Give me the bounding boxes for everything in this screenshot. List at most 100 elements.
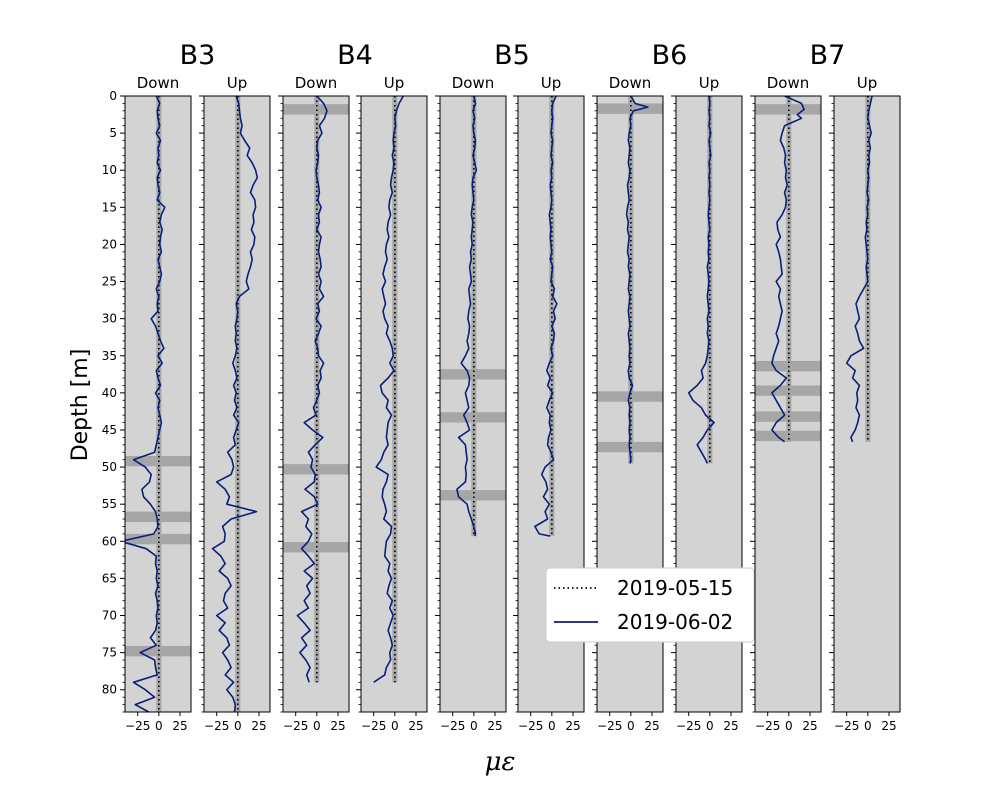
y-tick-label-7: 35	[102, 349, 117, 363]
strain-line-b5-down	[456, 96, 478, 537]
strain-line-b3-up	[211, 96, 259, 712]
x-tick-label-b4-up-1: 0	[391, 719, 399, 733]
panel-subtitle-b3-down: Down	[137, 74, 180, 92]
x-tick-label-b5-down-1: 0	[470, 719, 478, 733]
x-tick-label-b7-down-2: 25	[802, 719, 817, 733]
panel-subtitle-b6-up: Up	[699, 74, 720, 92]
strain-line-b6-up	[687, 96, 715, 464]
borehole-title-b3: B3	[180, 40, 216, 71]
borehole-title-b7: B7	[810, 40, 846, 71]
y-tick-label-16: 80	[102, 683, 117, 697]
y-tick-label-9: 45	[102, 423, 117, 437]
x-tick-label-b3-down-2: 25	[172, 719, 187, 733]
reference-band-b6-up	[707, 96, 713, 464]
panel-frame-b3-down	[124, 95, 192, 713]
y-tick-label-2: 10	[102, 163, 117, 177]
x-tick-label-b4-up-2: 25	[408, 719, 423, 733]
x-tick-label-b7-up-0: −25	[834, 719, 859, 733]
borehole-title-b5: B5	[494, 40, 530, 71]
reference-band-b7-down	[786, 96, 792, 442]
x-tick-label-b3-up-0: −25	[204, 719, 229, 733]
strain-line-b3-down	[125, 96, 166, 712]
reference-band-b6-down	[628, 96, 634, 464]
panel-subtitle-b7-up: Up	[857, 74, 878, 92]
x-tick-label-b3-up-2: 25	[251, 719, 266, 733]
reference-band-b5-down	[471, 96, 477, 537]
x-tick-label-b6-down-0: −25	[597, 719, 622, 733]
y-tick-label-0: 0	[109, 89, 117, 103]
x-tick-label-b6-up-2: 25	[723, 719, 738, 733]
y-tick-label-14: 70	[102, 609, 117, 623]
x-tick-label-b6-down-2: 25	[644, 719, 659, 733]
x-tick-label-b4-down-1: 0	[313, 719, 321, 733]
legend: 2019-05-15 2019-06-02	[545, 567, 755, 643]
strain-line-b4-up	[373, 96, 404, 683]
x-tick-label-b7-up-1: 0	[864, 719, 872, 733]
strain-line-b6-down	[625, 96, 649, 464]
x-tick-label-b7-up-2: 25	[881, 719, 896, 733]
depth-band-b3-down-3	[125, 645, 191, 657]
x-tick-label-b5-down-2: 25	[487, 719, 502, 733]
strain-line-b5-up	[534, 96, 558, 537]
panel-b5-down: Down −25 0 25	[435, 74, 507, 733]
legend-frame	[545, 567, 755, 643]
panel-frame-b6-up	[675, 95, 743, 713]
x-tick-label-b6-down-1: 0	[627, 719, 635, 733]
depth-band-b6-down-0	[597, 103, 663, 114]
depth-band-b7-down-1	[755, 360, 821, 372]
depth-band-b4-down-0	[283, 104, 349, 115]
depth-band-b5-down-0	[440, 369, 506, 380]
panel-subtitle-b4-down: Down	[295, 74, 338, 92]
panel-frame-b3-up	[203, 95, 271, 713]
x-tick-label-b4-up-0: −25	[361, 719, 386, 733]
depth-band-b7-down-0	[755, 104, 821, 115]
depth-band-b7-down-2	[755, 385, 821, 396]
panel-b3-up: Up −25 0 25	[199, 74, 271, 733]
strain-line-b4-down	[296, 96, 328, 683]
y-tick-label-10: 50	[102, 460, 117, 474]
panel-subtitle-b4-up: Up	[384, 74, 405, 92]
y-tick-label-3: 15	[102, 200, 117, 214]
panel-subtitle-b6-down: Down	[609, 74, 652, 92]
panel-b7-up: Up −25 0 25	[829, 74, 901, 733]
x-tick-label-b5-down-0: −25	[440, 719, 465, 733]
depth-band-b7-down-4	[755, 430, 821, 442]
x-tick-label-b4-down-2: 25	[330, 719, 345, 733]
panel-subtitle-b5-up: Up	[541, 74, 562, 92]
panel-frame-b4-down	[282, 95, 350, 713]
depth-band-b4-down-2	[283, 542, 349, 553]
panel-subtitle-b3-up: Up	[227, 74, 248, 92]
y-tick-label-15: 75	[102, 646, 117, 660]
reference-band-b3-up	[235, 96, 241, 712]
x-tick-label-b7-down-1: 0	[785, 719, 793, 733]
y-axis-label: Depth [m]	[68, 349, 93, 462]
y-tick-label-8: 40	[102, 386, 117, 400]
x-tick-label-b7-down-0: −25	[755, 719, 780, 733]
depth-band-b3-down-0	[125, 455, 191, 467]
panel-b3-down: Down −25 0 25 0 5 10 15 20 25 30 35 40 45 50 55 60 65 70 75…	[102, 74, 192, 733]
panel-frame-b5-down	[439, 95, 507, 713]
legend-label-series: 2019-06-02	[617, 610, 733, 634]
borehole-title-b6: B6	[652, 40, 688, 71]
y-tick-label-6: 30	[102, 312, 117, 326]
panel-subtitle-b5-down: Down	[452, 74, 495, 92]
depth-band-b4-down-1	[283, 464, 349, 475]
x-tick-label-b3-up-1: 0	[234, 719, 242, 733]
depth-band-b5-down-1	[440, 412, 506, 423]
panel-frame-b7-down	[754, 95, 822, 713]
panel-b4-up: Up −25 0 25	[356, 74, 428, 733]
borehole-title-b4: B4	[337, 40, 373, 71]
panel-subtitle-b7-down: Down	[767, 74, 810, 92]
reference-band-b5-up	[549, 96, 555, 537]
panel-frame-b7-up	[833, 95, 901, 713]
y-tick-label-11: 55	[102, 497, 117, 511]
x-tick-label-b4-down-0: −25	[283, 719, 308, 733]
x-tick-label-b3-down-1: 0	[155, 719, 163, 733]
reference-band-b7-up	[865, 96, 871, 442]
panel-frame-b4-up	[360, 95, 428, 713]
x-axis-label: με	[485, 747, 516, 777]
y-tick-label-12: 60	[102, 534, 117, 548]
x-tick-label-b5-up-0: −25	[518, 719, 543, 733]
